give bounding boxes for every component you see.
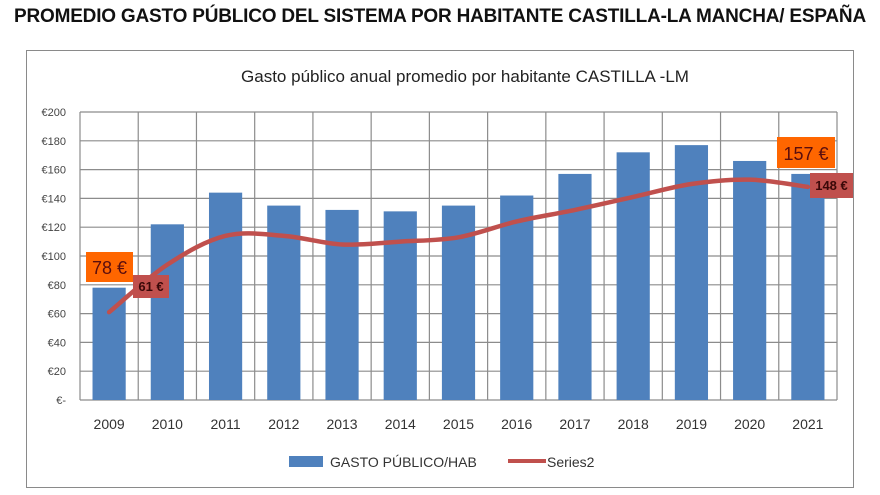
line-series — [106, 177, 811, 315]
y-tick-label: €- — [56, 395, 66, 407]
chart-title: Gasto público anual promedio por habitan… — [241, 67, 689, 86]
y-tick-label: €160 — [42, 165, 66, 177]
x-axis-labels: 2009 2010 2011 2012 2013 2014 2015 2016 2017 2018… — [94, 416, 824, 432]
y-tick-label: €80 — [48, 280, 66, 292]
x-tick-label: 2014 — [385, 416, 416, 432]
bar — [150, 224, 184, 400]
y-tick-label: €120 — [42, 222, 66, 234]
legend: GASTO PÚBLICO/HAB Series2 — [289, 454, 595, 470]
x-tick-label: 2013 — [326, 416, 357, 432]
data-label-text: 61 € — [138, 279, 163, 294]
y-tick-label: €180 — [42, 136, 66, 148]
x-tick-label: 2019 — [676, 416, 707, 432]
x-tick-label: 2012 — [268, 416, 299, 432]
x-tick-label: 2015 — [443, 416, 474, 432]
legend-label-bar: GASTO PÚBLICO/HAB — [330, 454, 477, 470]
bar — [92, 287, 126, 400]
y-tick-label: €60 — [48, 309, 66, 321]
data-labels: 78 € 61 € 157 € 148 € — [86, 137, 853, 298]
bar — [733, 160, 767, 400]
y-tick-label: €200 — [42, 107, 66, 119]
x-tick-label: 2017 — [559, 416, 590, 432]
y-axis-labels: €- €20 €40 €60 €80 €100 €120 €140 €160 €180 €200 — [42, 107, 67, 407]
x-tick-label: 2020 — [734, 416, 765, 432]
bar — [500, 195, 534, 400]
x-tick-label: 2018 — [618, 416, 649, 432]
bar — [208, 192, 243, 400]
bar — [791, 173, 825, 400]
page-title: PROMEDIO GASTO PÚBLICO DEL SISTEMA POR H… — [14, 6, 866, 27]
y-tick-label: €20 — [48, 366, 66, 378]
data-label-text: 78 € — [92, 258, 127, 278]
legend-swatch-bar — [289, 456, 323, 467]
x-tick-label: 2010 — [152, 416, 183, 432]
legend-label-line: Series2 — [547, 454, 595, 470]
data-label-box — [810, 173, 853, 198]
x-tick-label: 2016 — [501, 416, 532, 432]
series2-line — [106, 177, 811, 315]
x-tick-label: 2011 — [211, 416, 241, 432]
y-tick-label: €40 — [48, 337, 66, 349]
data-label-text: 148 € — [815, 178, 848, 193]
data-label-text: 157 € — [783, 144, 828, 164]
y-tick-label: €100 — [42, 251, 66, 263]
x-tick-label: 2009 — [94, 416, 125, 432]
data-label-box — [86, 252, 133, 282]
y-tick-label: €140 — [42, 193, 66, 205]
x-tick-label: 2021 — [792, 416, 823, 432]
bar — [325, 209, 359, 400]
data-label-box — [777, 137, 835, 168]
data-label-box — [133, 275, 169, 298]
bar — [616, 152, 650, 400]
